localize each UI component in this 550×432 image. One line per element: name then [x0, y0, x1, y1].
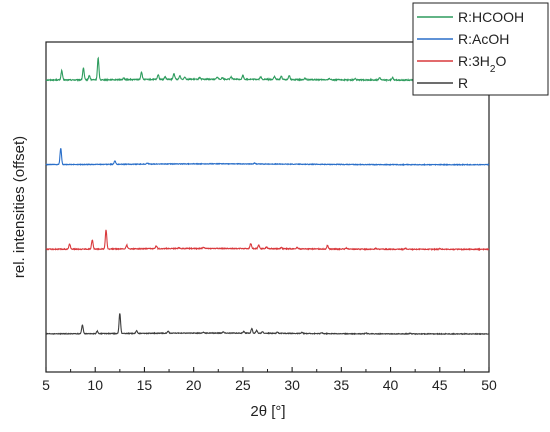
x-axis: 5 10 15 20 25 30 35 40 45 50 — [42, 367, 497, 393]
y-axis-label: rel. intensities (offset) — [11, 136, 28, 278]
x-tick-label: 5 — [42, 377, 50, 393]
x-tick-label: 35 — [334, 377, 350, 393]
legend-label: R — [458, 75, 468, 91]
x-tick-label: 25 — [235, 377, 251, 393]
legend-label: R:HCOOH — [458, 9, 524, 25]
legend-label: R:AcOH — [458, 31, 509, 47]
series-line-2 — [45, 229, 490, 252]
series-line-3 — [45, 313, 490, 336]
series-layer — [45, 56, 490, 336]
x-tick-label: 40 — [383, 377, 399, 393]
x-tick-label: 20 — [186, 377, 202, 393]
x-axis-label: 2θ [°] — [250, 403, 285, 420]
legend-box — [412, 2, 549, 96]
x-tick-label: 45 — [432, 377, 448, 393]
x-tick-label: 15 — [137, 377, 153, 393]
series-line-1 — [45, 148, 490, 167]
x-tick-label: 10 — [87, 377, 103, 393]
x-tick-label: 30 — [284, 377, 300, 393]
x-tick-label: 50 — [481, 377, 497, 393]
legend-label: R:3H2O — [458, 53, 506, 75]
